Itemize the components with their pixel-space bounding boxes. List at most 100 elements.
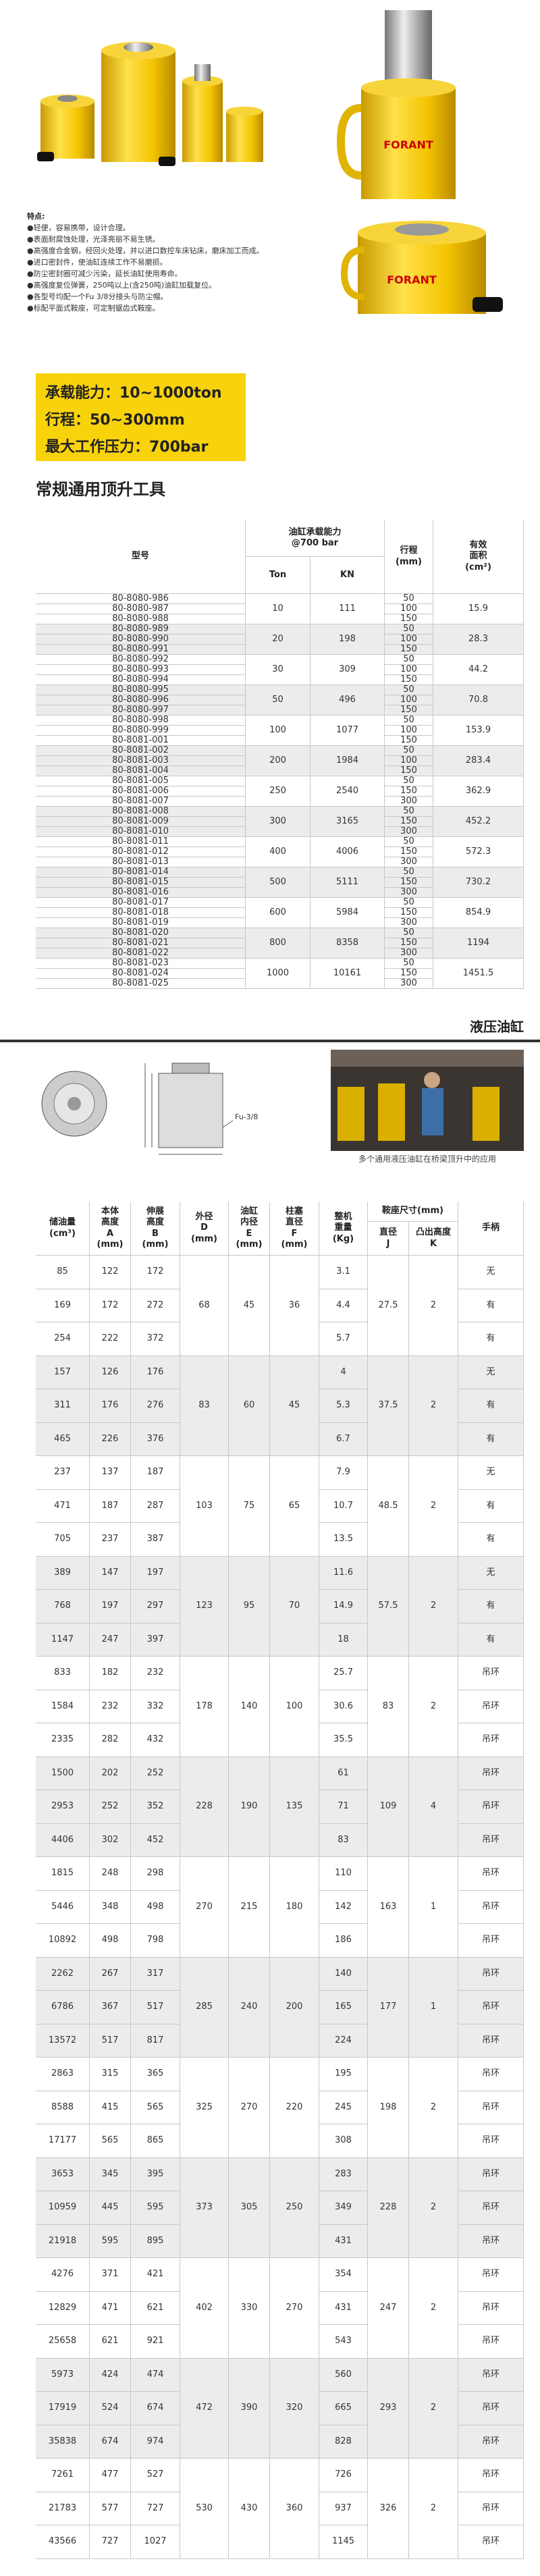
model-cell-text: 80-8081-012 [112, 846, 169, 857]
b-cell: 197 [131, 1556, 180, 1590]
kn-cell: 2540 [310, 776, 385, 807]
b-cell: 595 [131, 2191, 180, 2225]
feature-item: ●高强度合金钢，经回火处理，并以进口数控车床钻床，磨床加工而成。 [27, 246, 264, 255]
f-cell-text: 36 [288, 1299, 300, 1310]
area-cell-text: 70.8 [468, 694, 488, 705]
ton-cell: 400 [246, 837, 310, 867]
handle-cell: 吊环 [458, 2459, 524, 2492]
model-cell-text: 80-8081-004 [112, 765, 169, 776]
weight-cell: 5.3 [319, 1389, 368, 1423]
weight-cell-text: 665 [335, 2403, 352, 2413]
f-cell: 360 [270, 2459, 319, 2559]
weight-cell-text: 18 [338, 1634, 349, 1644]
weight-cell-text: 13.5 [333, 1534, 353, 1545]
handle-cell-text: 吊环 [481, 2168, 500, 2179]
header-area-line: 面积 [469, 551, 487, 562]
model-cell-text: 80-8081-024 [112, 967, 169, 978]
b-cell: 172 [131, 1256, 180, 1289]
k-cell-text: 2 [430, 1400, 437, 1411]
b-cell: 674 [131, 2392, 180, 2425]
d-cell: 373 [180, 2157, 229, 2258]
a-cell: 172 [90, 1289, 131, 1322]
weight-cell-text: 4.4 [336, 1299, 350, 1310]
a-cell-text: 471 [101, 2302, 119, 2313]
a-cell-text: 248 [101, 1868, 119, 1879]
a-cell-text: 424 [101, 2369, 119, 2380]
d-cell: 123 [180, 1556, 229, 1657]
e-cell: 75 [229, 1456, 270, 1557]
oil-cell-text: 21918 [48, 2235, 77, 2246]
weight-cell: 35.5 [319, 1723, 368, 1757]
feature-item: ●表面耐腐蚀处理，光泽亮丽不易生锈。 [27, 235, 160, 244]
j-cell-text: 27.5 [378, 1299, 398, 1310]
model-cell-text: 80-8081-014 [112, 866, 169, 877]
kn-cell: 5984 [310, 898, 385, 928]
a-cell: 367 [90, 1991, 131, 2024]
handle-cell-text: 有 [486, 1534, 495, 1545]
model-cell: 80-8081-025 [36, 978, 246, 989]
a-cell-text: 302 [101, 1834, 119, 1845]
model-cell-text: 80-8080-989 [112, 623, 169, 634]
stroke-cell-text: 150 [400, 674, 417, 685]
weight-cell: 142 [319, 1890, 368, 1924]
oil-cell: 6786 [36, 1991, 90, 2024]
k-cell: 1 [409, 1857, 458, 1958]
header-ton: Ton [246, 557, 310, 594]
j-cell-text: 109 [379, 1801, 397, 1812]
spec-line: 承载能力：10~1000ton [45, 385, 222, 402]
header-a-line: 本体 [101, 1206, 119, 1216]
header-j-line: J [386, 1238, 390, 1249]
k-cell-text: 2 [430, 2403, 437, 2413]
b-cell: 921 [131, 2325, 180, 2359]
stroke-cell: 100 [385, 725, 433, 736]
stroke-cell: 150 [385, 766, 433, 776]
area-cell-text: 1194 [466, 937, 490, 948]
ton-cell-text: 500 [269, 876, 286, 887]
j-cell-text: 247 [379, 2302, 397, 2313]
d-cell: 103 [180, 1456, 229, 1557]
j-cell-text: 57.5 [378, 1601, 398, 1611]
d-cell: 402 [180, 2258, 229, 2359]
weight-cell: 13.5 [319, 1523, 368, 1557]
e-cell: 430 [229, 2459, 270, 2559]
b-cell: 452 [131, 1823, 180, 1857]
f-cell: 45 [270, 1356, 319, 1456]
k-cell: 2 [409, 1657, 458, 1757]
a-cell-text: 222 [101, 1333, 119, 1344]
a-cell: 445 [90, 2191, 131, 2225]
kn-cell-text: 2540 [335, 785, 359, 796]
oil-cell: 2863 [36, 2058, 90, 2091]
b-cell: 432 [131, 1723, 180, 1757]
a-cell: 137 [90, 1456, 131, 1490]
handle-cell-text: 吊环 [481, 2235, 500, 2246]
b-cell: 498 [131, 1890, 180, 1924]
stroke-cell: 50 [385, 928, 433, 938]
b-cell: 474 [131, 2358, 180, 2392]
area-cell: 362.9 [433, 776, 524, 807]
weight-cell-text: 186 [335, 1935, 352, 1946]
ton-cell: 250 [246, 776, 310, 807]
weight-cell: 140 [319, 1957, 368, 1991]
header-area-line: (cm²) [465, 562, 491, 572]
kn-cell-text: 496 [339, 694, 356, 705]
weight-cell: 6.7 [319, 1422, 368, 1456]
d-cell: 472 [180, 2358, 229, 2459]
handle-cell-text: 吊环 [481, 2068, 500, 2079]
oil-cell-text: 10892 [48, 1935, 77, 1946]
oil-cell-text: 1500 [51, 1767, 74, 1778]
oil-cell-text: 5446 [51, 1901, 74, 1912]
model-cell-text: 80-8081-022 [112, 947, 169, 958]
model-cell: 80-8080-986 [36, 593, 246, 604]
oil-cell: 768 [36, 1590, 90, 1624]
weight-cell-text: 165 [335, 2002, 352, 2012]
j-cell: 293 [368, 2358, 409, 2459]
b-cell-text: 921 [146, 2336, 164, 2346]
e-cell: 190 [229, 1756, 270, 1857]
e-cell: 140 [229, 1657, 270, 1757]
weight-cell-text: 5.3 [336, 1400, 350, 1411]
a-cell: 302 [90, 1823, 131, 1857]
oil-cell-text: 1584 [51, 1700, 74, 1711]
kn-cell: 309 [310, 655, 385, 685]
oil-cell: 5446 [36, 1890, 90, 1924]
area-cell: 854.9 [433, 898, 524, 928]
